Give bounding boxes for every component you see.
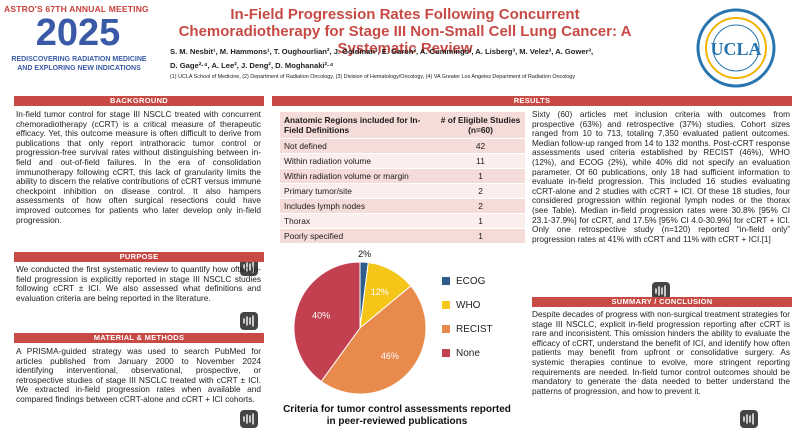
methods-heading: MATERIAL & METHODS [14, 333, 264, 343]
pie-slice-none [293, 261, 361, 383]
table-cell-region: Includes lymph nodes [280, 198, 437, 214]
poster-title: In-Field Progression Rates Following Con… [178, 6, 632, 57]
ucla-seal-text: UCLA [710, 39, 761, 59]
audio-wave-icon[interactable] [240, 410, 258, 428]
table-cell-region: Within radiation volume [280, 153, 437, 169]
table-row: Primary tumor/site 2 [280, 183, 525, 199]
pie-label-none: 40% [312, 310, 330, 320]
table-cell-count: 1 [436, 168, 525, 184]
audio-wave-icon[interactable] [240, 312, 258, 330]
affiliations: (1) UCLA School of Medicine, (2) Departm… [170, 74, 576, 80]
table-row: Poorly specified 1 [280, 228, 525, 244]
legend-swatch-none [442, 349, 450, 357]
pie-slice-recist [320, 285, 427, 395]
table-cell-region: Not defined [280, 138, 437, 154]
table-header-row: Anatomic Regions included for In-Field D… [280, 112, 525, 139]
table-cell-count: 1 [436, 213, 525, 229]
legend-label-ecog: ECOG [456, 276, 486, 287]
table-row: Within radiation volume or margin 1 [280, 168, 525, 184]
audio-wave-icon[interactable] [240, 258, 258, 276]
results-text: Sixty (60) articles met inclusion criter… [532, 110, 790, 244]
legend-swatch-ecog [442, 277, 450, 285]
pie-label-recist: 46% [381, 351, 399, 361]
table-cell-count: 2 [436, 183, 525, 199]
results-heading: RESULTS [272, 96, 792, 106]
authors: S. M. Nesbit¹, M. Hammons¹, T. Oughourli… [170, 45, 630, 73]
pie-label-who: 12% [371, 287, 389, 297]
summary-text: Despite decades of progress with non-sur… [532, 310, 790, 396]
meeting-year: 2025 [36, 12, 121, 52]
meeting-year-logo: 2025 [36, 12, 121, 52]
meeting-logo: ASTRO'S 67TH ANNUAL MEETING 2025 REDISCO… [0, 0, 155, 92]
summary-heading: SUMMARY / CONCLUSION [532, 297, 792, 307]
table-cell-region: Poorly specified [280, 228, 437, 244]
legend-label-who: WHO [456, 300, 481, 311]
legend-swatch-who [442, 301, 450, 309]
ucla-seal-logo: UCLA [696, 8, 776, 88]
audio-wave-icon[interactable] [652, 282, 670, 300]
table-cell-count: 11 [436, 153, 525, 169]
authors-line-2: D. Gage²·⁴, A. Lee², J. Deng², D. Moghan… [170, 61, 334, 70]
poster-header: ASTRO'S 67TH ANNUAL MEETING 2025 REDISCO… [0, 0, 800, 92]
purpose-heading: PURPOSE [14, 252, 264, 262]
pie-label-ecog: 2% [358, 250, 371, 259]
background-text: In-field tumor control for stage III NSC… [16, 110, 261, 225]
table-cell-region: Thorax [280, 213, 437, 229]
audio-wave-icon[interactable] [740, 410, 758, 428]
methods-text: A PRISMA-guided strategy was used to sea… [16, 347, 261, 404]
table-cell-count: 42 [436, 138, 525, 154]
table-cell-region: Primary tumor/site [280, 183, 437, 199]
table-row: Includes lymph nodes 2 [280, 198, 525, 214]
table-cell-region: Within radiation volume or margin [280, 168, 437, 184]
legend-swatch-recist [442, 325, 450, 333]
meeting-name: ASTRO'S 67TH ANNUAL MEETING [4, 4, 149, 14]
regions-table: Anatomic Regions included for In-Field D… [280, 112, 525, 244]
table-row: Thorax 1 [280, 213, 525, 229]
purpose-text: We conducted the first systematic review… [16, 265, 261, 303]
table-header-count: # of Eligible Studies (n=60) [436, 112, 525, 139]
table-row: Within radiation volume 11 [280, 153, 525, 169]
table-header-region: Anatomic Regions included for In-Field D… [280, 112, 437, 139]
background-heading: BACKGROUND [14, 96, 264, 106]
authors-line-1: S. M. Nesbit¹, M. Hammons¹, T. Oughourli… [170, 47, 594, 56]
legend-label-recist: RECIST [456, 324, 493, 335]
table-cell-count: 1 [436, 228, 525, 244]
table-cell-count: 2 [436, 198, 525, 214]
legend-label-none: None [456, 348, 480, 359]
criteria-pie-chart: 2% 12% 46% 40% ECOG WHO RECIST None [293, 250, 493, 395]
chart-caption: Criteria for tumor control assessments r… [283, 404, 511, 427]
table-row: Not defined 42 [280, 138, 525, 154]
meeting-theme: REDISCOVERING RADIATION MEDICINE AND EXP… [11, 56, 147, 72]
